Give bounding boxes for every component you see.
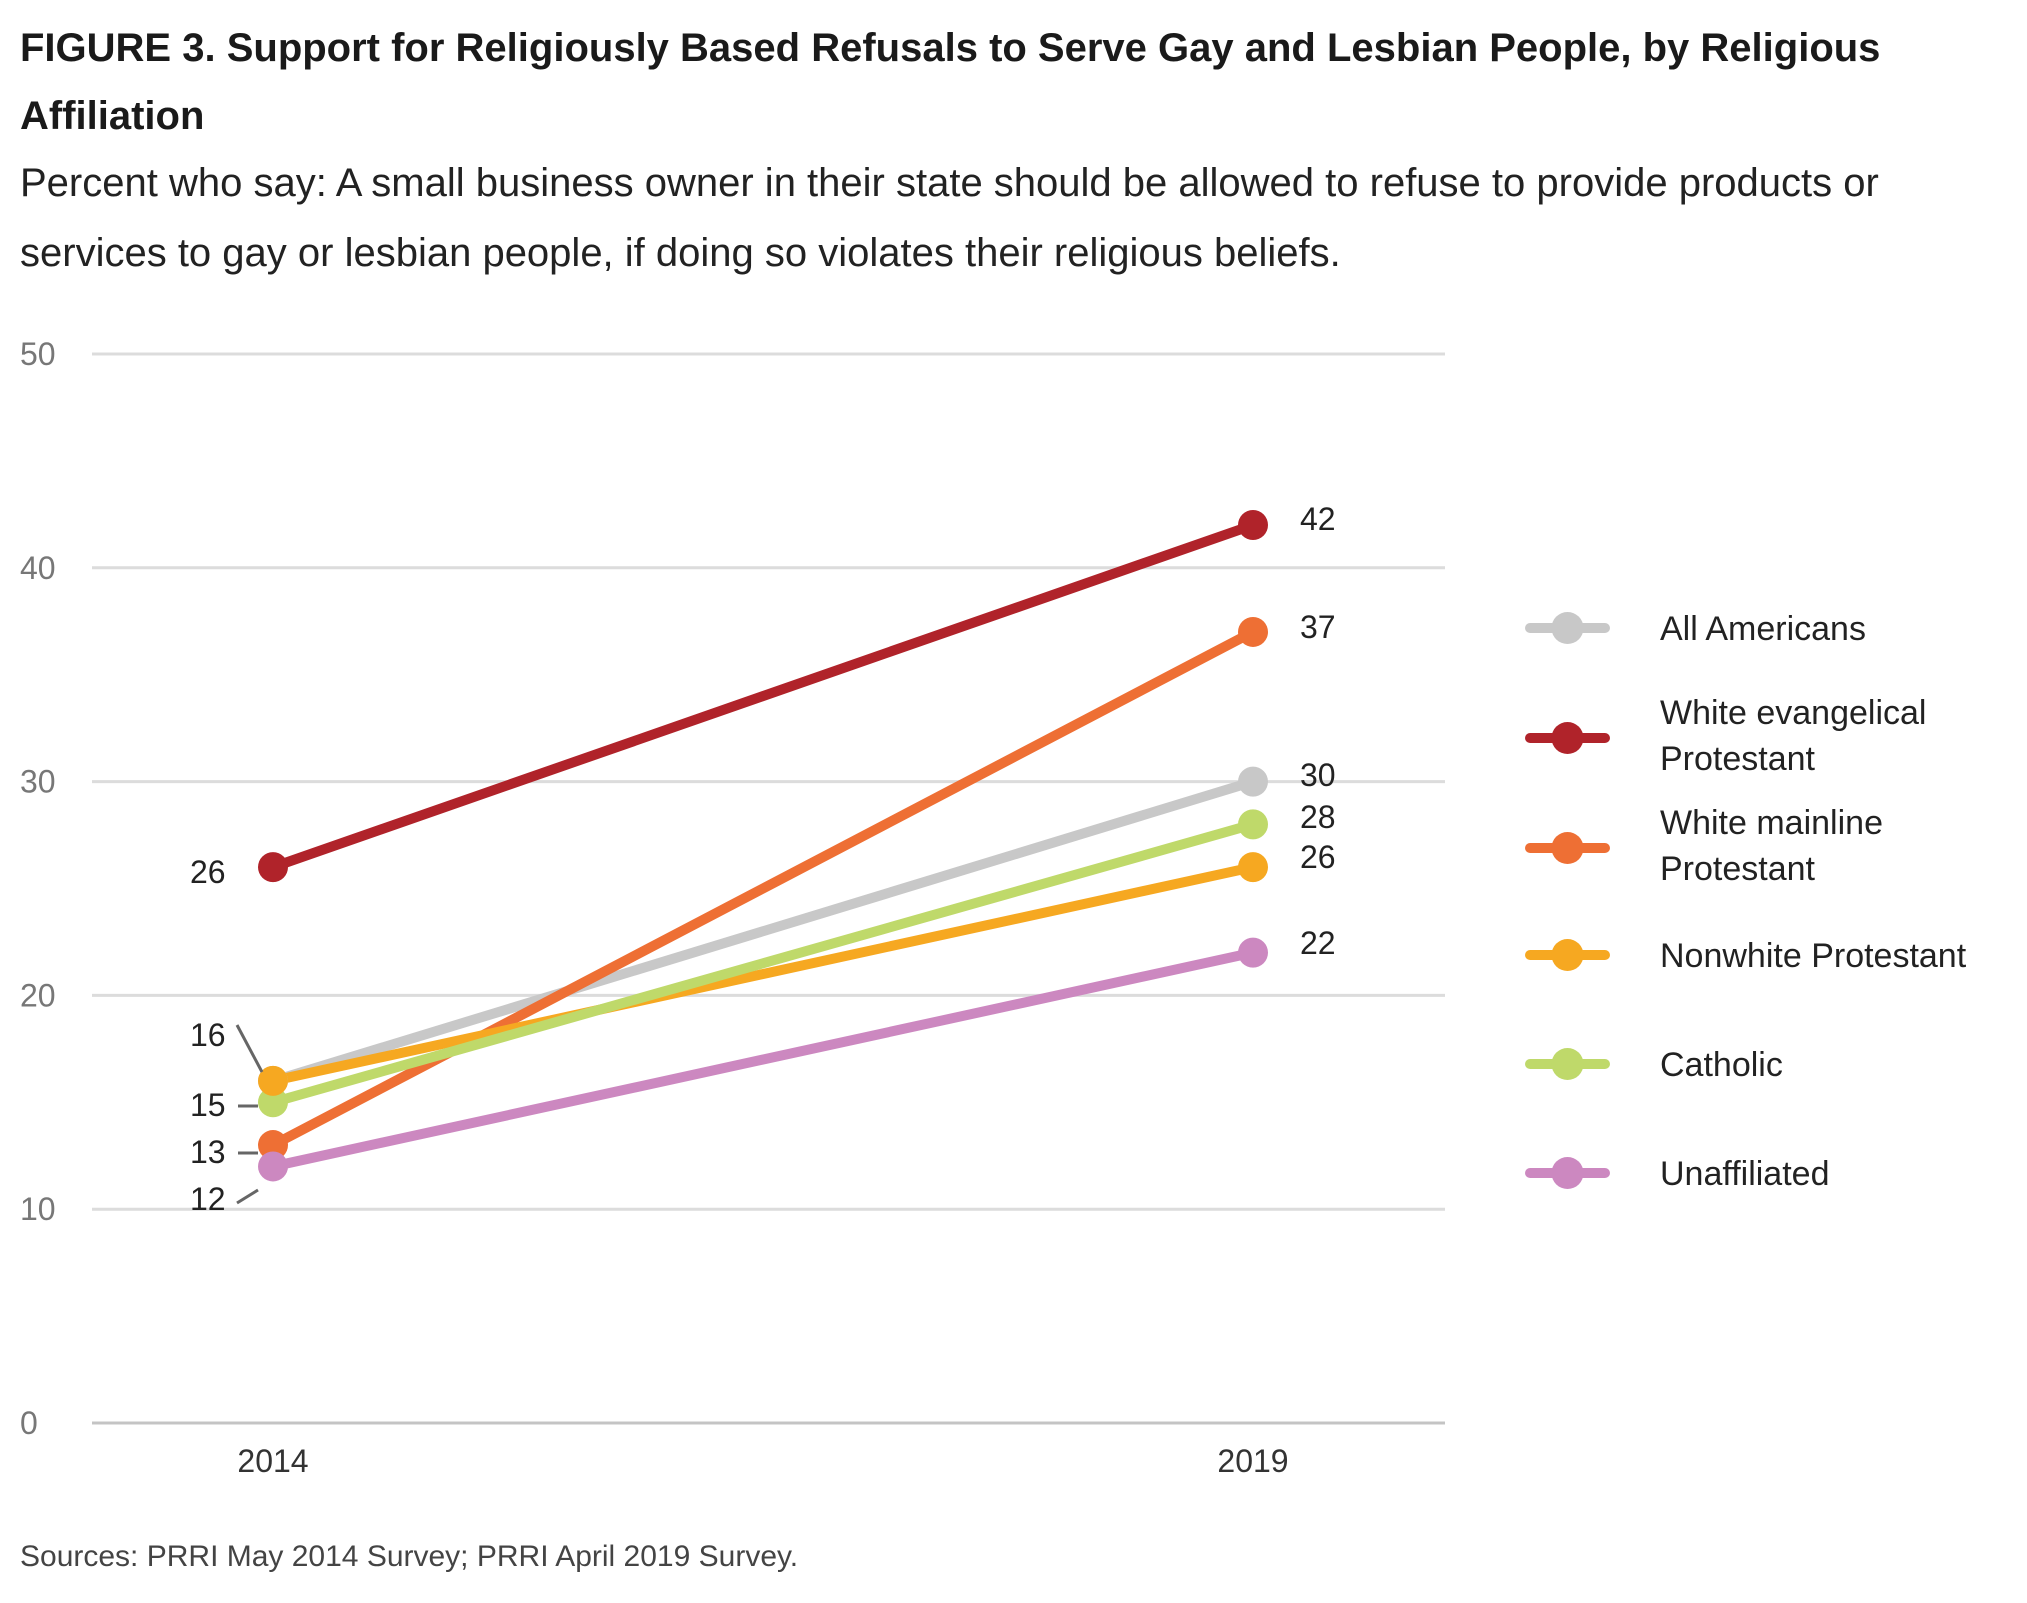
y-tick-label: 0 xyxy=(20,1405,38,1441)
x-tick-label: 2019 xyxy=(1217,1443,1288,1479)
chart-title: FIGURE 3. Support for Religiously Based … xyxy=(20,26,1881,138)
data-label: 26 xyxy=(190,854,226,890)
data-label: 28 xyxy=(1300,799,1336,835)
y-tick-label: 30 xyxy=(20,764,56,800)
data-label: 22 xyxy=(1300,925,1336,961)
legend-label: All Americans xyxy=(1660,610,1866,648)
source-note: Sources: PRRI May 2014 Survey; PRRI Apri… xyxy=(20,1540,799,1573)
series-line xyxy=(268,626,1258,1151)
y-tick-label: 40 xyxy=(20,550,56,586)
data-point xyxy=(258,1130,288,1161)
data-point xyxy=(1238,937,1268,968)
legend-swatch-marker xyxy=(1551,722,1584,754)
data-label: 16 xyxy=(190,1017,226,1053)
legend-swatch-marker xyxy=(1551,612,1584,644)
series-line xyxy=(268,520,1258,873)
series-line xyxy=(268,776,1258,1086)
data-label: 12 xyxy=(190,1181,226,1217)
data-point xyxy=(258,852,288,883)
data-point xyxy=(1238,852,1268,883)
data-label: 37 xyxy=(1300,609,1336,645)
data-point xyxy=(258,1151,288,1182)
series-line xyxy=(268,862,1258,1086)
label-leader-line xyxy=(235,1024,264,1073)
legend-swatch-marker xyxy=(1551,939,1584,971)
y-tick-label: 10 xyxy=(20,1191,56,1227)
legend-label: Catholic xyxy=(1660,1046,1783,1084)
data-point xyxy=(1238,510,1268,541)
data-point xyxy=(1238,809,1268,840)
data-point xyxy=(258,1065,288,1096)
data-point xyxy=(1238,766,1268,797)
series-line xyxy=(268,819,1258,1108)
legend-label: White mainline Protestant xyxy=(1660,804,1883,888)
legend-label: White evangelical Protestant xyxy=(1660,694,1926,778)
legend-label: Nonwhite Protestant xyxy=(1660,937,1967,975)
legend-label: Unaffiliated xyxy=(1660,1155,1830,1193)
data-point xyxy=(1238,616,1268,647)
x-tick-label: 2014 xyxy=(237,1443,308,1479)
data-label: 15 xyxy=(190,1087,226,1123)
chart-subtitle: Percent who say: A small business owner … xyxy=(20,161,1879,275)
data-label: 13 xyxy=(190,1134,226,1170)
legend-swatch-marker xyxy=(1551,832,1584,864)
label-leader-line xyxy=(236,1188,259,1205)
data-label: 30 xyxy=(1300,757,1336,793)
data-label: 42 xyxy=(1300,501,1336,537)
y-tick-label: 20 xyxy=(20,977,56,1013)
y-tick-label: 50 xyxy=(20,336,56,372)
series-line xyxy=(268,947,1258,1172)
data-point xyxy=(258,1087,288,1118)
legend-swatch-marker xyxy=(1551,1157,1584,1189)
data-label: 26 xyxy=(1300,839,1336,875)
legend-swatch-marker xyxy=(1551,1048,1584,1080)
